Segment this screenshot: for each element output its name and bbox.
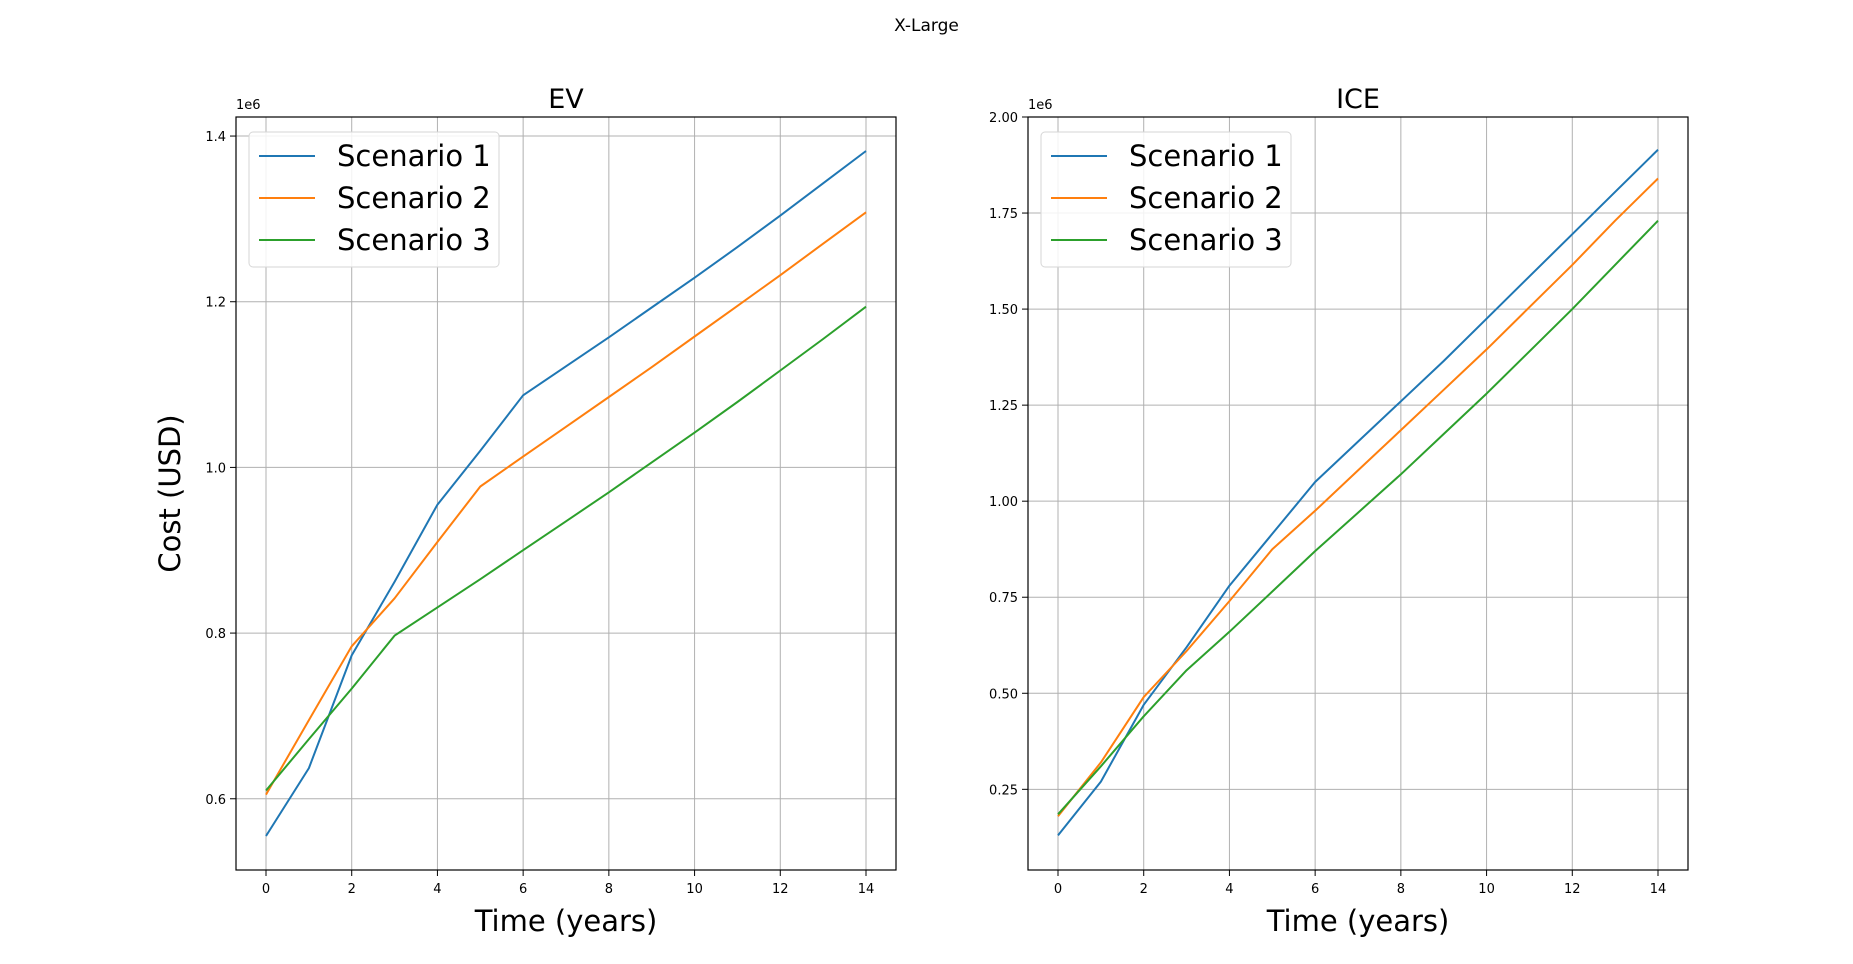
x-tick-label: 2 [348, 882, 356, 897]
series-line-1 [1057, 148, 1659, 837]
x-tick-label: 14 [858, 882, 875, 897]
y-tick-label: 0.25 [989, 783, 1018, 798]
series-line-2 [1057, 177, 1659, 817]
y-tick-label: 1.50 [989, 303, 1018, 318]
legend-label-1: Scenario 1 [1129, 139, 1283, 173]
x-tick-label: 4 [1225, 882, 1233, 897]
legend-label-2: Scenario 2 [1129, 181, 1283, 215]
x-tick-label: 12 [1564, 882, 1581, 897]
x-tick-label: 10 [686, 882, 703, 897]
y-offset-label: 1e6 [236, 98, 261, 113]
y-tick-label: 0.75 [989, 591, 1018, 606]
y-tick-label: 0.50 [989, 687, 1018, 702]
x-tick-label: 0 [1054, 882, 1062, 897]
legend-box [1040, 131, 1292, 268]
x-tick-label: 8 [1397, 882, 1405, 897]
legend-label-3: Scenario 3 [337, 223, 491, 257]
chart-title: EV [548, 84, 584, 115]
x-tick-label: 14 [1650, 882, 1667, 897]
legend-label-1: Scenario 1 [337, 139, 491, 173]
legend-box [248, 131, 500, 268]
x-axis-label: Time (years) [1266, 904, 1450, 938]
y-tick-label: 0.6 [205, 793, 226, 808]
y-offset-label: 1e6 [1028, 98, 1053, 113]
y-tick-label: 1.4 [205, 130, 226, 145]
x-tick-label: 12 [772, 882, 789, 897]
y-tick-label: 0.8 [205, 627, 226, 642]
x-tick-label: 10 [1478, 882, 1495, 897]
y-tick-label: 2.00 [989, 111, 1018, 126]
axes-frame [1027, 116, 1689, 871]
series-line-3 [265, 305, 867, 792]
legend-label-3: Scenario 3 [1129, 223, 1283, 257]
x-tick-label: 6 [1311, 882, 1319, 897]
series-line-3 [1057, 220, 1659, 815]
y-axis-label: Cost (USD) [153, 414, 187, 572]
y-tick-label: 1.75 [989, 207, 1018, 222]
chart-panel-ice: 0 2 4 6 8 10 12 14 0.25 0.50 0.75 1.00 1.25 1.50 1.75 2… [989, 84, 1689, 938]
x-tick-label: 0 [262, 882, 270, 897]
legend-label-2: Scenario 2 [337, 181, 491, 215]
figure-suptitle: X-Large [894, 16, 959, 36]
y-tick-label: 1.25 [989, 399, 1018, 414]
y-tick-label: 1.0 [205, 461, 226, 476]
x-tick-label: 4 [433, 882, 441, 897]
y-tick-label: 1.2 [205, 296, 226, 311]
chart-title: ICE [1336, 84, 1380, 115]
chart-panel-ev: 0 2 4 6 8 10 12 14 0.6 0.8 1.0 1.2 1.4 1e6 EV Time (yea… [153, 84, 897, 938]
x-axis-label: Time (years) [474, 904, 658, 938]
x-tick-label: 6 [519, 882, 527, 897]
x-tick-label: 8 [605, 882, 613, 897]
x-tick-label: 2 [1140, 882, 1148, 897]
axes-frame [235, 116, 897, 871]
series-line-2 [265, 211, 867, 796]
y-tick-label: 1.00 [989, 495, 1018, 510]
